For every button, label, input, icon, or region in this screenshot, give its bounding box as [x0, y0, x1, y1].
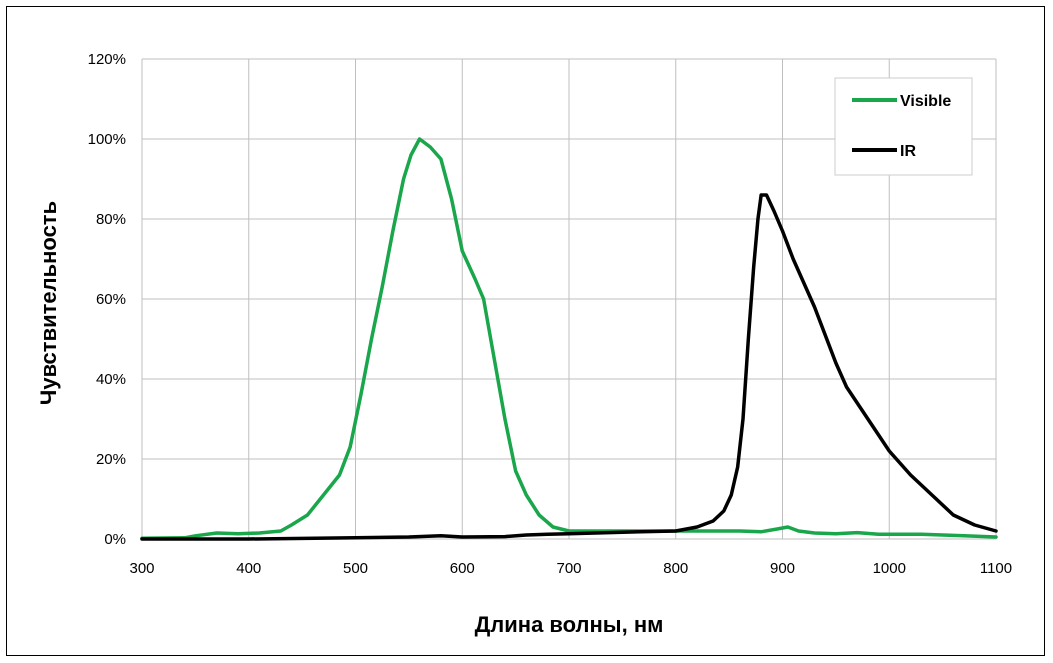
y-tick-label: 80% [96, 211, 126, 228]
x-tick-label: 1000 [873, 560, 906, 577]
series-line-ir [140, 193, 998, 541]
x-tick-label: 600 [450, 560, 475, 577]
legend: Visible IR [834, 77, 973, 176]
legend-label-ir: IR [900, 143, 916, 160]
x-tick-label: 900 [770, 560, 795, 577]
y-tick-label: 120% [88, 51, 126, 68]
series-layer [140, 137, 998, 541]
x-tick-label: 800 [663, 560, 688, 577]
x-tick-label: 400 [236, 560, 261, 577]
x-axis-title: Длина волны, нм [475, 612, 664, 637]
legend-label-visible: Visible [900, 93, 951, 110]
y-tick-label: 20% [96, 451, 126, 468]
legend-box [834, 77, 973, 176]
y-tick-label: 100% [88, 131, 126, 148]
y-tick-label: 60% [96, 291, 126, 308]
x-tick-label: 1100 [980, 560, 1012, 577]
series-line-visible [140, 137, 998, 540]
y-axis-title: Чувствительность [36, 201, 61, 405]
x-tick-label: 300 [129, 560, 154, 577]
y-tick-label: 0% [104, 531, 126, 548]
x-tick-label: 700 [556, 560, 581, 577]
x-tick-label: 500 [343, 560, 368, 577]
y-tick-label: 40% [96, 371, 126, 388]
tick-layer: 300 400 500 600 700 800 900 1000 1100 0% 20% 40% 60%… [88, 51, 1013, 577]
